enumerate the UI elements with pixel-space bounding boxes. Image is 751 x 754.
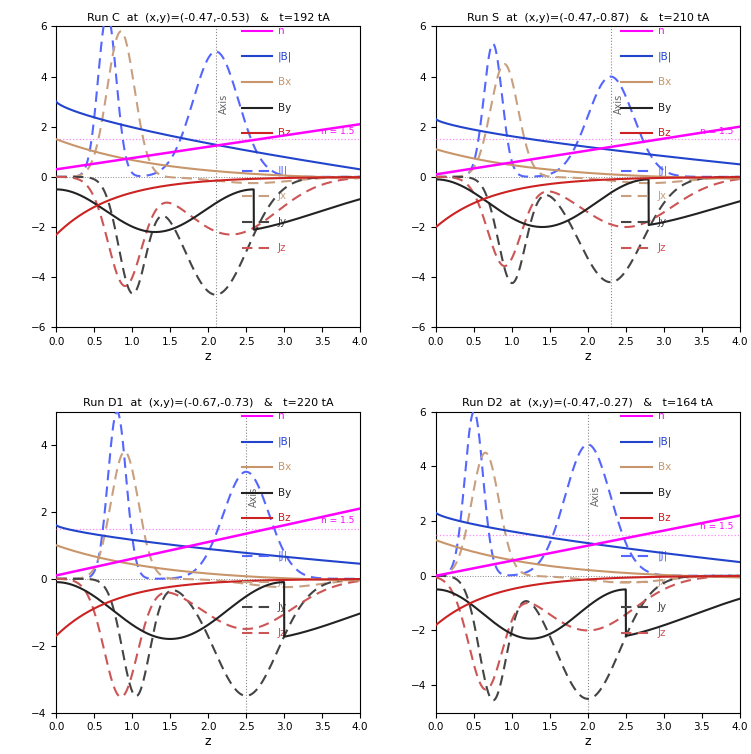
Text: Axis: Axis: [219, 94, 229, 115]
Text: n = 1.5: n = 1.5: [321, 127, 354, 136]
Text: Bz: Bz: [278, 513, 291, 523]
Text: n: n: [658, 26, 665, 36]
Text: Jx: Jx: [658, 192, 667, 201]
X-axis label: z: z: [205, 350, 212, 363]
Text: Bz: Bz: [658, 513, 671, 523]
Text: |B|: |B|: [278, 51, 292, 62]
X-axis label: z: z: [205, 735, 212, 748]
X-axis label: z: z: [584, 735, 591, 748]
Text: Jz: Jz: [658, 628, 666, 638]
Text: |B|: |B|: [278, 437, 292, 447]
Text: Jz: Jz: [278, 628, 287, 638]
Text: n = 1.5: n = 1.5: [700, 523, 734, 532]
Text: Jy: Jy: [658, 217, 667, 227]
Text: Jx: Jx: [658, 577, 667, 587]
Text: By: By: [278, 488, 291, 498]
Text: Bx: Bx: [278, 77, 291, 87]
Text: Axis: Axis: [614, 94, 623, 115]
Text: Jz: Jz: [658, 243, 666, 253]
Text: n: n: [278, 411, 285, 421]
Text: |J|: |J|: [278, 166, 288, 176]
Title: Run D1  at  (x,y)=(-0.67,-0.73)   &   t=220 tA: Run D1 at (x,y)=(-0.67,-0.73) & t=220 tA: [83, 398, 333, 408]
Text: n: n: [658, 411, 665, 421]
Text: Axis: Axis: [591, 486, 601, 506]
X-axis label: z: z: [584, 350, 591, 363]
Text: Bz: Bz: [658, 128, 671, 138]
Title: Run S  at  (x,y)=(-0.47,-0.87)   &   t=210 tA: Run S at (x,y)=(-0.47,-0.87) & t=210 tA: [466, 13, 709, 23]
Text: By: By: [658, 488, 671, 498]
Text: Jy: Jy: [658, 602, 667, 612]
Text: Jx: Jx: [278, 577, 287, 587]
Text: |J|: |J|: [658, 550, 668, 561]
Text: Bx: Bx: [278, 462, 291, 472]
Text: Jy: Jy: [278, 602, 287, 612]
Text: Jz: Jz: [278, 243, 287, 253]
Title: Run C  at  (x,y)=(-0.47,-0.53)   &   t=192 tA: Run C at (x,y)=(-0.47,-0.53) & t=192 tA: [87, 13, 330, 23]
Text: |J|: |J|: [278, 550, 288, 561]
Text: Axis: Axis: [249, 487, 259, 507]
Text: By: By: [658, 103, 671, 112]
Text: Bz: Bz: [278, 128, 291, 138]
Text: By: By: [278, 103, 291, 112]
Text: n = 1.5: n = 1.5: [700, 127, 734, 136]
Text: Jy: Jy: [278, 217, 287, 227]
Text: n: n: [278, 26, 285, 36]
Text: |B|: |B|: [658, 51, 672, 62]
Text: n = 1.5: n = 1.5: [321, 516, 354, 525]
Text: |J|: |J|: [658, 166, 668, 176]
Text: Jx: Jx: [278, 192, 287, 201]
Text: Bx: Bx: [658, 462, 671, 472]
Text: Bx: Bx: [658, 77, 671, 87]
Title: Run D2  at  (x,y)=(-0.47,-0.27)   &   t=164 tA: Run D2 at (x,y)=(-0.47,-0.27) & t=164 tA: [463, 398, 713, 408]
Text: |B|: |B|: [658, 437, 672, 447]
